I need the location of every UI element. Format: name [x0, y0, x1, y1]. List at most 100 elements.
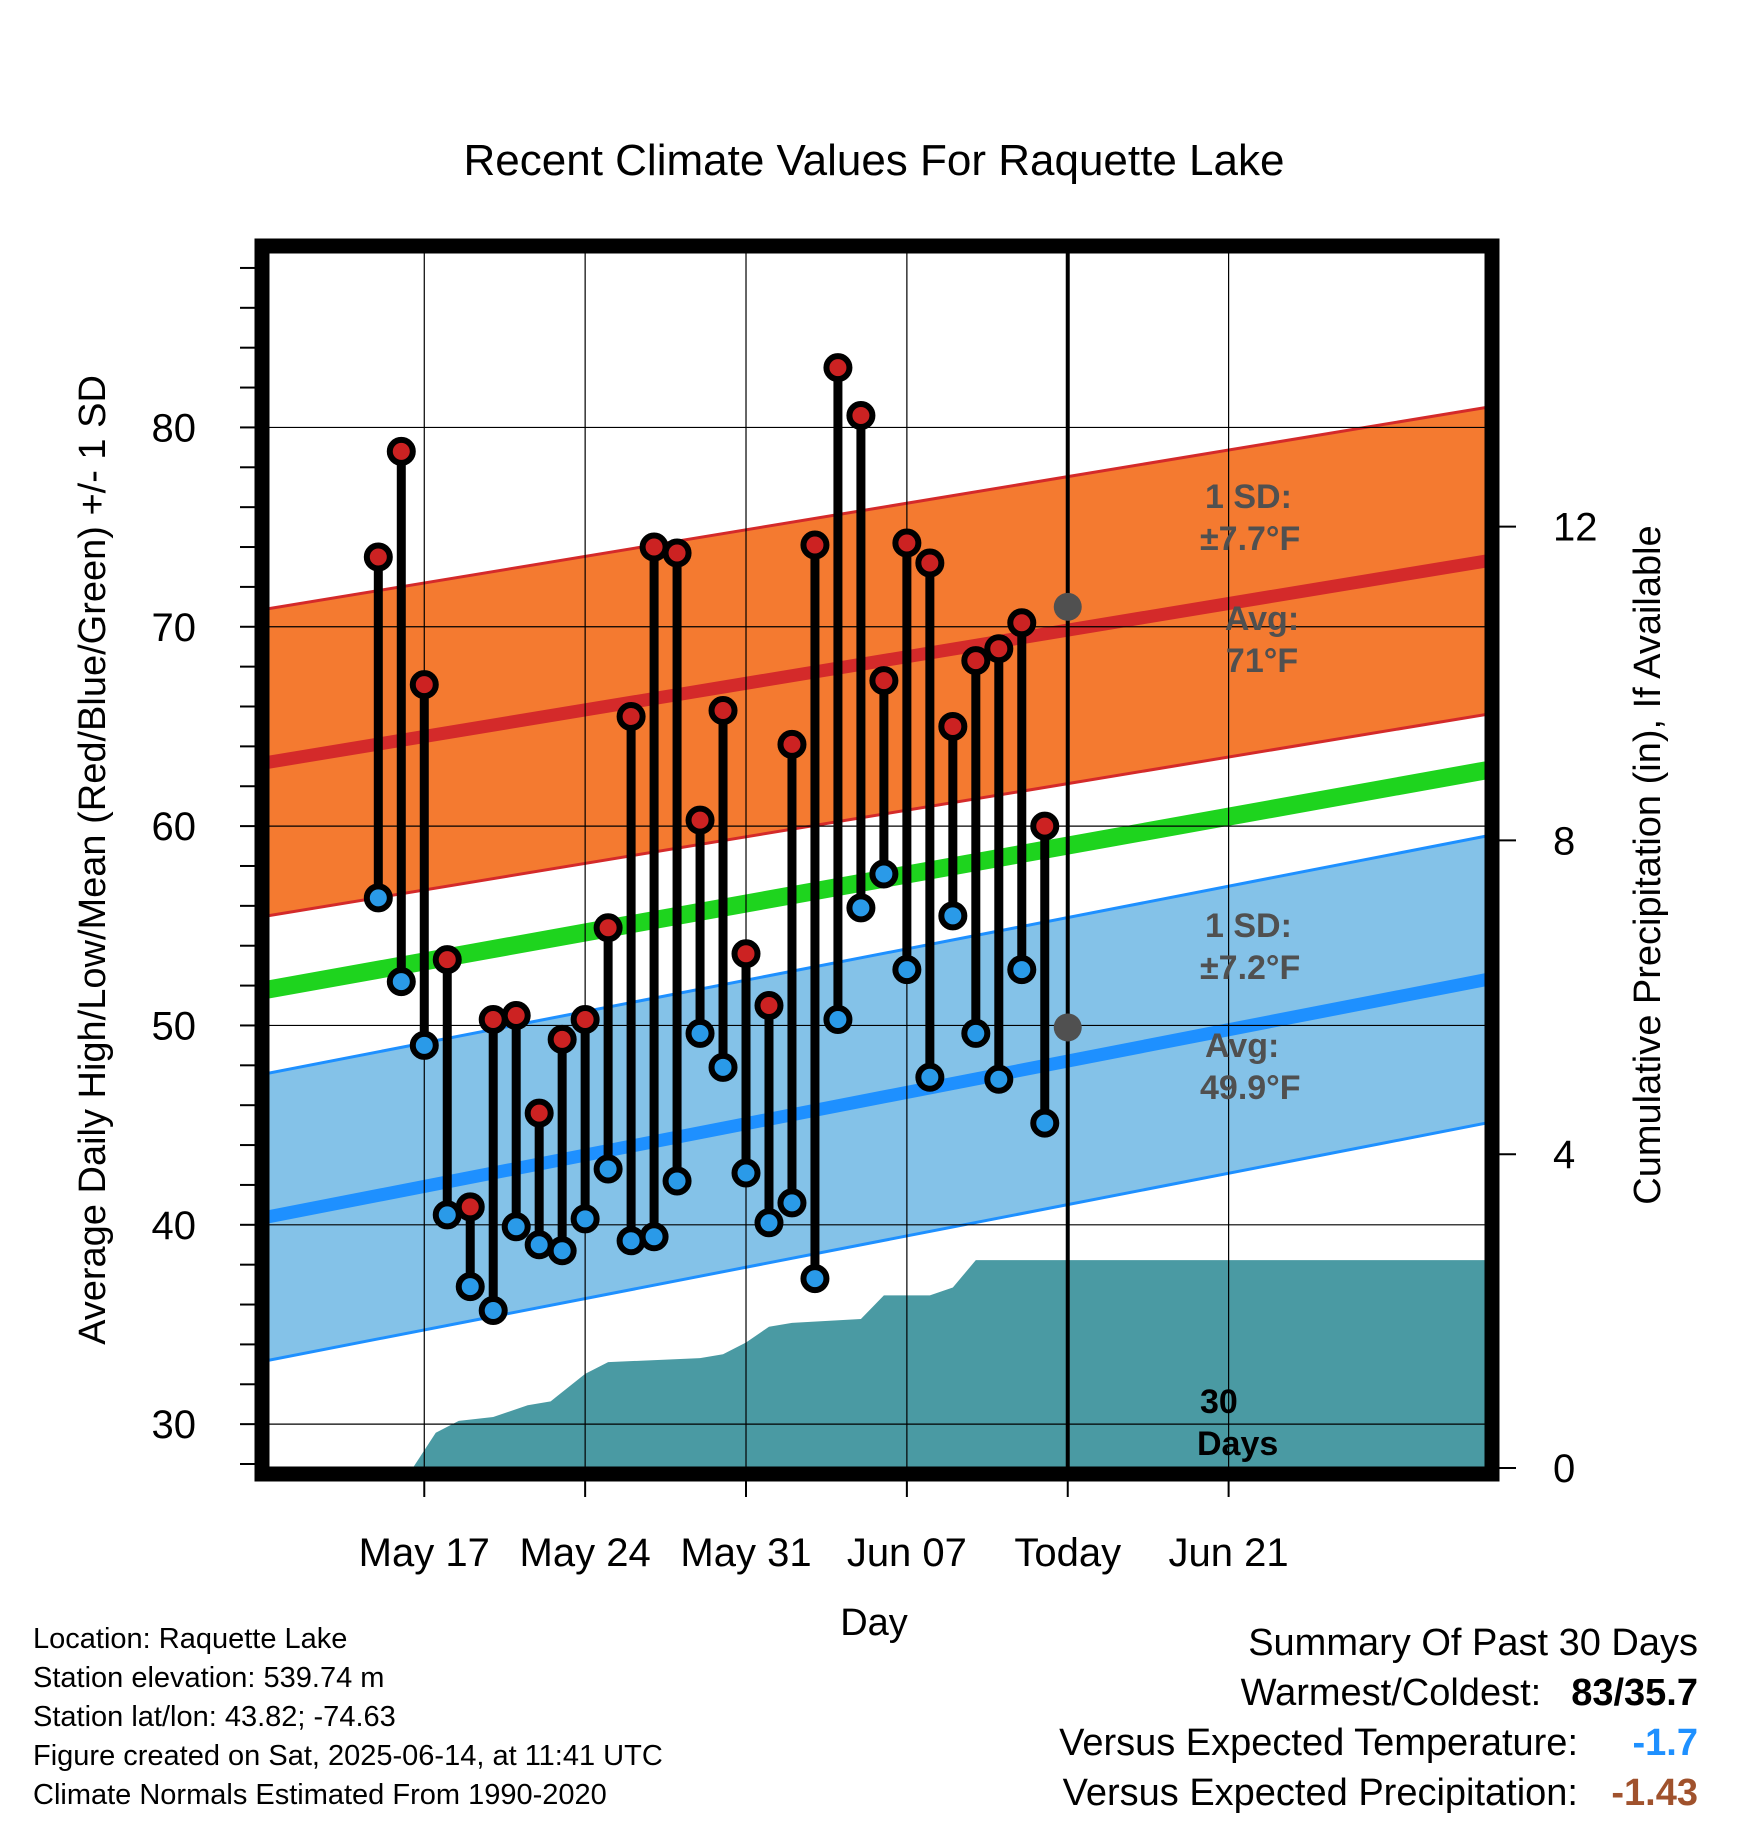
summary-temp-label: Versus Expected Temperature: — [1059, 1722, 1578, 1764]
low-temp-point — [662, 1166, 692, 1196]
low-avg-value-annotation: 49.9°F — [1200, 1069, 1301, 1107]
low-temp-point — [800, 1264, 830, 1294]
y-axis-label: Average Daily High/Low/Mean (Red/Blue/Gr… — [72, 375, 114, 1345]
high-avg-value-annotation: 71°F — [1226, 642, 1298, 680]
high-temp-point — [639, 532, 669, 562]
high-temp-point — [685, 805, 715, 835]
low-band-bottom-edge — [268, 1121, 1486, 1362]
x-tick-label: May 31 — [680, 1531, 811, 1575]
x-axis-label: Day — [840, 1602, 908, 1644]
created-text: Figure created on Sat, 2025-06-14, at 11… — [33, 1740, 663, 1772]
high-temp-point — [386, 436, 416, 466]
summary-warmest-value: 83/35.7 — [1571, 1672, 1698, 1714]
y-tick-label: 40 — [152, 1204, 197, 1248]
high-temp-point — [616, 701, 646, 731]
high-temp-point — [846, 400, 876, 430]
low-temp-point — [731, 1158, 761, 1188]
high-temp-point — [777, 729, 807, 759]
low-temp-point — [593, 1154, 623, 1184]
summary-panel: Summary Of Past 30 Days Warmest/Coldest:… — [1059, 1618, 1698, 1818]
today-high-avg-marker — [1053, 592, 1082, 621]
precip-area — [412, 1260, 1486, 1468]
low-temp-point — [938, 901, 968, 931]
summary-warmest-label: Warmest/Coldest: — [1240, 1672, 1542, 1714]
y-tick-label: 80 — [152, 406, 197, 450]
plot-border — [254, 238, 1500, 1482]
high-temp-point — [915, 548, 945, 578]
plot-frame — [254, 238, 1500, 1482]
low-temp-point — [869, 859, 899, 889]
low-temp-point — [639, 1222, 669, 1252]
low-avg-annotation: Avg: — [1205, 1027, 1279, 1065]
low-temp-point — [524, 1230, 554, 1260]
latlon-text: Station lat/lon: 43.82; -74.63 — [33, 1701, 396, 1733]
low-temp-point — [708, 1052, 738, 1082]
low-temp-point — [984, 1064, 1014, 1094]
low-sd-annotation: 1 SD: — [1205, 907, 1292, 945]
low-sd-value-annotation: ±7.2°F — [1200, 949, 1300, 987]
low-temp-point — [685, 1018, 715, 1048]
low-temp-point — [754, 1208, 784, 1238]
x-tick-label: May 17 — [359, 1531, 490, 1575]
high-temp-point — [662, 538, 692, 568]
summary-precip-row: Versus Expected Precipitation: -1.43 — [1059, 1768, 1698, 1818]
low-temp-point — [432, 1200, 462, 1230]
low-temp-point — [892, 955, 922, 985]
high-temp-point — [432, 945, 462, 975]
high-temp-point — [869, 666, 899, 696]
low-band-top-edge — [268, 834, 1486, 1075]
summary-precip-label: Versus Expected Precipitation: — [1062, 1772, 1578, 1814]
y2-axis-label: Cumulative Precipitation (in), If Availa… — [1627, 525, 1669, 1204]
low-temp-point — [846, 893, 876, 923]
high-temp-point — [478, 1004, 508, 1034]
today-low-avg-marker — [1053, 1013, 1082, 1042]
high-avg-line — [268, 554, 1486, 769]
high-temp-point — [800, 530, 830, 560]
high-temp-point — [547, 1024, 577, 1054]
high-temp-point — [455, 1192, 485, 1222]
high-temp-point — [823, 353, 853, 383]
y2-tick-label: 0 — [1553, 1447, 1575, 1491]
high-temp-point — [984, 634, 1014, 664]
high-temp-point — [708, 695, 738, 725]
low-temp-point — [915, 1062, 945, 1092]
y-tick-label: 70 — [152, 606, 197, 650]
y-tick-label: 50 — [152, 1004, 197, 1048]
y-tick-label: 30 — [152, 1403, 197, 1447]
low-temp-point — [616, 1226, 646, 1256]
x-tick-label: Jun 21 — [1169, 1531, 1289, 1575]
high-temp-point — [363, 542, 393, 572]
low-temp-point — [547, 1236, 577, 1266]
y2-tick-label: 4 — [1553, 1133, 1575, 1177]
x-tick-label: Today — [1014, 1531, 1121, 1575]
low-temp-point — [501, 1212, 531, 1242]
summary-warmest-row: Warmest/Coldest: 83/35.7 — [1059, 1668, 1698, 1718]
high-temp-point — [501, 1000, 531, 1030]
normals-text: Climate Normals Estimated From 1990-2020 — [33, 1779, 607, 1811]
high-temp-point — [409, 670, 439, 700]
high-temp-point — [524, 1098, 554, 1128]
plot-area: 1 SD: ±7.7°F Avg: 71°F 1 SD: ±7.2°F Avg: 49.9°F… — [268, 252, 1486, 1468]
y2-tick-label: 8 — [1553, 819, 1575, 863]
high-temp-point — [593, 913, 623, 943]
high-sd-value-annotation: ±7.7°F — [1200, 520, 1300, 558]
axes: 30 40 50 60 70 80 0 4 8 12 May 17 May 24 May 31 Jun 0… — [152, 266, 1598, 1575]
y2-tick-label: 12 — [1553, 506, 1598, 550]
low-temp-point — [409, 1030, 439, 1060]
high-temp-point — [570, 1004, 600, 1034]
summary-precip-value: -1.43 — [1611, 1772, 1698, 1814]
low-temp-point — [1007, 955, 1037, 985]
high-band-top-edge — [268, 406, 1486, 611]
low-temp-point — [386, 967, 416, 997]
x-tick-label: Jun 07 — [847, 1531, 967, 1575]
high-temp-point — [731, 939, 761, 969]
elevation-text: Station elevation: 539.74 m — [33, 1662, 385, 1694]
x-tick-label: May 24 — [520, 1531, 651, 1575]
days-annotation: 30 — [1200, 1383, 1238, 1421]
y-tick-label: 60 — [152, 805, 197, 849]
low-temp-point — [823, 1004, 853, 1034]
low-temp-point — [777, 1188, 807, 1218]
low-temp-point — [455, 1272, 485, 1302]
high-temp-point — [938, 711, 968, 741]
